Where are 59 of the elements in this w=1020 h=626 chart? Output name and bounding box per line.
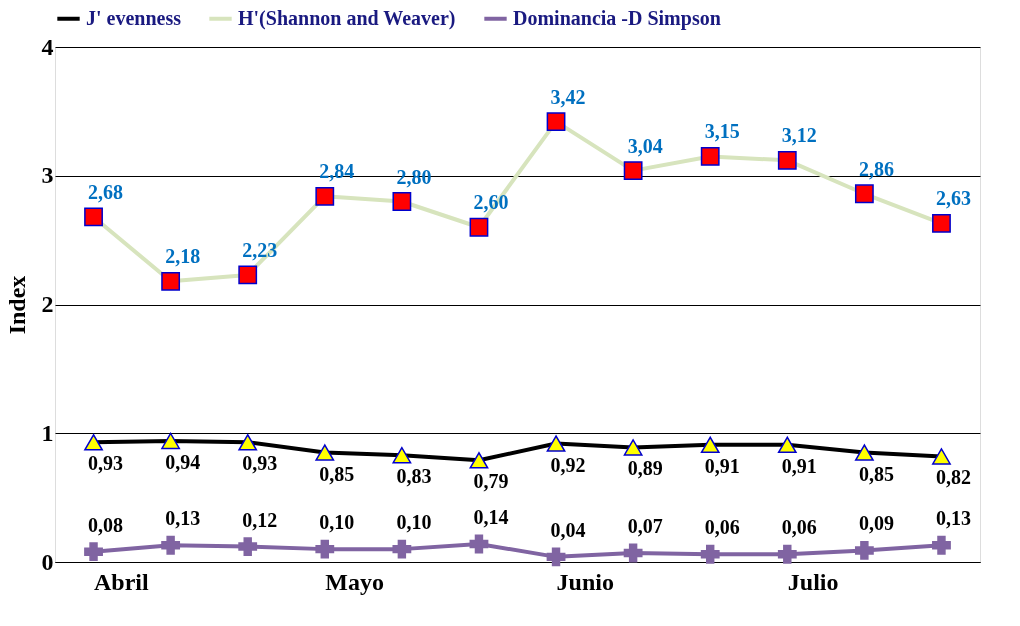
data-label: 0,12 (242, 508, 278, 531)
data-label: 0,07 (627, 514, 663, 537)
data-label: 0,91 (781, 454, 817, 477)
data-label: 0,93 (242, 452, 278, 475)
point (546, 547, 566, 567)
data-label: 0,06 (704, 516, 740, 539)
data-label: 0,13 (165, 507, 201, 530)
data-label: 0,10 (396, 511, 432, 534)
data-label: 0,93 (88, 452, 124, 475)
data-label: 0,14 (473, 505, 509, 528)
y-tick-label: 4 (41, 33, 54, 60)
data-label: 2,63 (935, 187, 971, 210)
point (84, 542, 103, 562)
data-label: 0,85 (319, 462, 355, 485)
x-tick-label: Junio (556, 568, 614, 595)
point (932, 535, 951, 555)
point (623, 543, 643, 563)
data-label: 3,42 (550, 85, 586, 108)
data-label: 0,92 (550, 453, 586, 476)
y-tick-label: 2 (41, 291, 54, 317)
point (161, 535, 181, 555)
x-tick-label: Abril (94, 568, 150, 595)
point (238, 537, 258, 556)
data-label: 0,13 (935, 507, 971, 530)
data-label: 0,94 (165, 450, 201, 473)
point (392, 539, 412, 559)
data-label: 0,10 (319, 511, 355, 534)
x-tick-label: Mayo (325, 568, 384, 595)
data-label: 0,08 (88, 513, 124, 536)
data-label: 0,04 (550, 518, 586, 541)
y-tick-label: 0 (41, 548, 54, 575)
legend-label: Dominancia -D Simpson (513, 6, 721, 30)
data-label: 2,60 (473, 191, 509, 214)
data-label: 3,12 (781, 124, 817, 147)
data-label: 0,82 (935, 466, 971, 489)
y-tick-label: 1 (41, 419, 54, 446)
legend-label: J' evenness (86, 6, 182, 29)
x-tick-label: Julio (787, 568, 839, 595)
point (469, 534, 489, 554)
y-tick-label: 3 (41, 162, 54, 189)
data-label: 0,09 (858, 512, 894, 535)
data-label: 3,04 (627, 134, 663, 157)
data-label: 0,79 (473, 470, 509, 493)
data-label: 2,23 (242, 238, 278, 261)
data-label: 0,85 (858, 462, 894, 485)
point (777, 544, 797, 564)
point (315, 539, 335, 559)
data-label: 0,89 (627, 457, 663, 480)
data-label: 0,91 (704, 454, 740, 477)
point (700, 544, 720, 564)
legend-label: H'(Shannon and Weaver) (238, 6, 456, 30)
data-label: 2,68 (88, 180, 124, 203)
point (854, 541, 874, 560)
data-label: 0,83 (396, 465, 432, 488)
y-axis-title: Index (3, 275, 30, 335)
data-label: 3,15 (704, 120, 740, 143)
data-label: 0,06 (781, 516, 817, 539)
data-label: 2,18 (165, 245, 201, 268)
data-label: 2,86 (858, 157, 894, 180)
